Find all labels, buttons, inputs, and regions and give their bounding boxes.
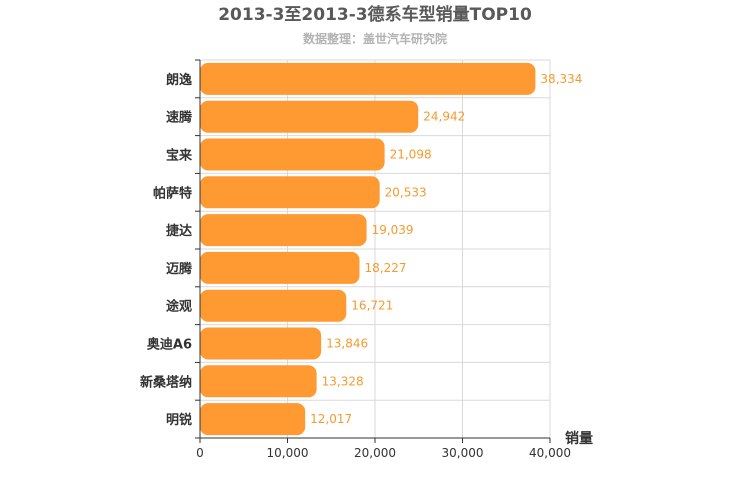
data-label: 12,017 bbox=[310, 412, 352, 426]
category-label: 速腾 bbox=[166, 110, 193, 126]
data-label: 21,098 bbox=[390, 148, 432, 162]
x-axis-title: 销量 bbox=[565, 430, 593, 447]
x-tick-label: 10,000 bbox=[267, 446, 309, 460]
bar bbox=[200, 289, 347, 322]
category-label: 宝来 bbox=[166, 148, 193, 164]
category-label: 新桑塔纳 bbox=[140, 374, 192, 390]
chart-title: 2013-3至2013-3德系车型销量TOP10 bbox=[218, 4, 532, 25]
bar bbox=[200, 403, 306, 436]
bar bbox=[200, 138, 385, 171]
data-label: 38,334 bbox=[540, 72, 582, 86]
bar bbox=[200, 251, 360, 284]
data-label: 19,039 bbox=[372, 223, 414, 237]
chart-subtitle: 数据整理：盖世汽车研究院 bbox=[303, 31, 447, 46]
category-label: 途观 bbox=[166, 299, 192, 315]
bar bbox=[200, 365, 317, 398]
axes bbox=[195, 59, 551, 443]
data-label: 16,721 bbox=[351, 299, 393, 313]
x-tick-label: 30,000 bbox=[442, 446, 484, 460]
bar bbox=[200, 176, 380, 209]
category-label: 奥迪A6 bbox=[147, 337, 192, 353]
x-tick-label: 40,000 bbox=[529, 446, 571, 460]
labels: 38,334 朗逸 24,942 速腾 21,098 宝来 20,533 帕萨特 19,039 捷… bbox=[140, 72, 582, 460]
category-label: 帕萨特 bbox=[153, 185, 192, 201]
category-label: 迈腾 bbox=[166, 261, 193, 277]
category-label: 朗逸 bbox=[166, 72, 192, 88]
data-label: 20,533 bbox=[385, 185, 427, 199]
bar bbox=[200, 62, 536, 95]
x-tick-label: 0 bbox=[196, 446, 204, 460]
data-label: 13,846 bbox=[326, 337, 368, 351]
bar bbox=[200, 100, 419, 133]
bars bbox=[200, 62, 536, 436]
bar bbox=[200, 327, 322, 360]
data-label: 13,328 bbox=[322, 374, 364, 388]
grid-lines bbox=[200, 59, 551, 438]
bar bbox=[200, 214, 367, 247]
category-label: 明锐 bbox=[166, 412, 192, 428]
data-label: 18,227 bbox=[364, 261, 406, 275]
x-tick-label: 20,000 bbox=[354, 446, 396, 460]
data-label: 24,942 bbox=[423, 110, 465, 124]
category-label: 捷达 bbox=[166, 223, 192, 239]
